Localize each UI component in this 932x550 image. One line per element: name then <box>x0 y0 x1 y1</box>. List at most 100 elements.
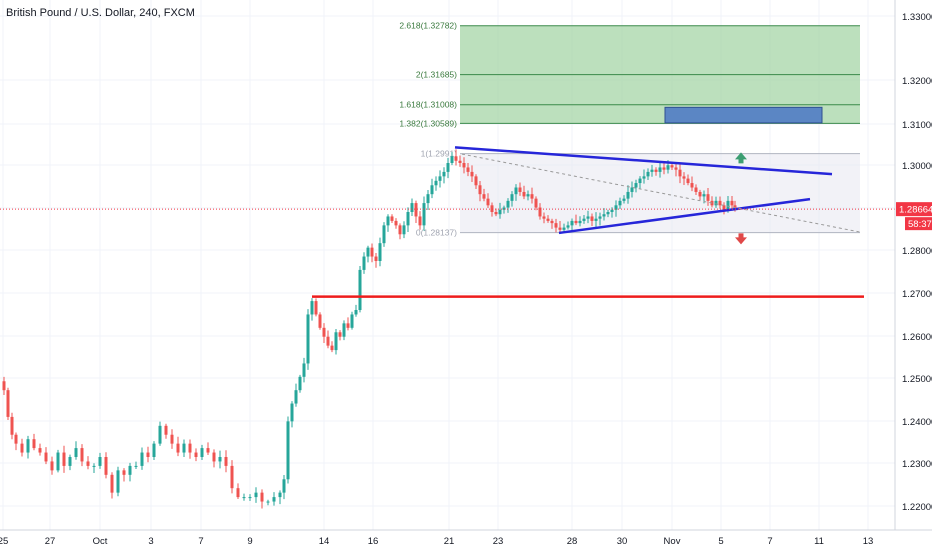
price-tick-label: 1.33000 <box>902 12 932 23</box>
candle-bull <box>158 425 162 444</box>
candle-bear <box>230 465 234 489</box>
projection-dashed-line[interactable] <box>461 153 861 233</box>
candle-bear <box>206 448 210 453</box>
candle-bear <box>346 323 350 328</box>
candle-bull <box>116 470 120 493</box>
candle-bull <box>566 225 570 228</box>
arrow-down-icon[interactable] <box>735 233 747 245</box>
candle-bull <box>128 465 132 475</box>
candle-bull <box>646 171 650 177</box>
candle-bear <box>62 452 66 466</box>
candle-bear <box>398 225 402 235</box>
candle-bull <box>382 225 386 244</box>
candle-bear <box>722 205 726 210</box>
candle-bear <box>550 220 554 224</box>
candle-bear <box>590 216 594 221</box>
candle-bear <box>80 448 84 462</box>
time-tick-label: 9 <box>247 536 252 547</box>
candle-bear <box>86 461 90 466</box>
candle-bear <box>518 187 522 192</box>
candle-bear <box>44 452 48 462</box>
candle-bull <box>626 191 630 199</box>
candle-bull <box>570 220 574 226</box>
candle-bear <box>530 194 534 199</box>
candle-bear <box>2 381 6 391</box>
candle-bear <box>326 336 330 346</box>
candle-bull <box>450 156 454 163</box>
countdown-badge <box>905 217 932 231</box>
candle-bear <box>474 176 478 186</box>
time-tick-label: 25 <box>0 536 8 547</box>
candle-bull <box>334 332 338 351</box>
triangle-upper-trendline[interactable] <box>454 146 833 176</box>
candle-bull <box>182 443 186 453</box>
time-tick-label: 30 <box>617 536 628 547</box>
candle-bear <box>718 200 722 206</box>
candle-bear <box>686 178 690 184</box>
candle-bull <box>302 363 306 377</box>
candle-bull <box>582 218 586 221</box>
candle-bull <box>714 200 718 206</box>
candle-bull <box>342 323 346 337</box>
price-tick-label: 1.24000 <box>902 417 932 428</box>
candle-bull <box>610 209 614 212</box>
candle-bear <box>314 301 318 315</box>
candle-bear <box>690 183 694 188</box>
candle-bull <box>618 200 622 206</box>
candle-bear <box>176 443 180 453</box>
candle-bull <box>562 227 566 230</box>
price-tick-label: 1.30000 <box>902 161 932 172</box>
arrow-up-icon[interactable] <box>735 152 747 164</box>
candle-bull <box>410 203 414 212</box>
candle-bear <box>330 345 334 351</box>
candle-bull <box>666 165 670 170</box>
target-box[interactable] <box>664 106 823 124</box>
candle-bull <box>282 479 286 493</box>
candle-bull <box>294 390 298 404</box>
candle-bull <box>602 214 606 217</box>
candle-bull <box>98 457 102 466</box>
candle-bear <box>370 247 374 257</box>
candle-bull <box>506 200 510 208</box>
drawing-tools[interactable] <box>0 146 895 298</box>
candle-bull <box>298 376 302 391</box>
price-tick-label: 1.23000 <box>902 459 932 470</box>
candle-bear <box>682 176 686 179</box>
candle-bull <box>290 403 294 422</box>
candle-bear <box>10 416 14 435</box>
candle-bear <box>554 223 558 228</box>
candle-bull <box>638 178 642 184</box>
candle-bear <box>318 314 322 328</box>
price-tick-label: 1.26000 <box>902 332 932 343</box>
candle-bull <box>362 256 366 270</box>
candle-bull <box>438 176 442 181</box>
time-tick-label: Nov <box>664 536 681 547</box>
candle-bull <box>594 218 598 221</box>
price-tick-label: 1.27000 <box>902 289 932 300</box>
candle-bull <box>26 439 30 453</box>
candle-bear <box>674 167 678 170</box>
candle-bear <box>694 187 698 192</box>
candle-bear <box>188 443 192 453</box>
candle-bull <box>702 194 706 197</box>
candle-bear <box>558 227 562 230</box>
candle-bear <box>224 457 228 466</box>
fib-level-label: 1.382(1.30589) <box>399 118 457 128</box>
candle-bear <box>462 163 466 168</box>
candle-bull <box>272 497 276 502</box>
candle-bull <box>92 465 96 467</box>
candle-bear <box>170 434 174 444</box>
candle-bear <box>20 443 24 453</box>
time-tick-label: 28 <box>567 536 578 547</box>
candle-bear <box>522 191 526 197</box>
candle-bull <box>266 501 270 503</box>
candle-bear <box>390 216 394 221</box>
triangle-lower-trendline[interactable] <box>558 197 811 235</box>
candle-bear <box>494 212 498 215</box>
fibonacci-extension[interactable]: 2.618(1.32782) 2(1.31685) 1.618(1.31008) 1.… <box>399 21 860 238</box>
candle-bull <box>634 183 638 188</box>
candle-bull <box>606 212 610 215</box>
candle-bull <box>358 269 362 310</box>
candle-bear <box>104 457 108 475</box>
